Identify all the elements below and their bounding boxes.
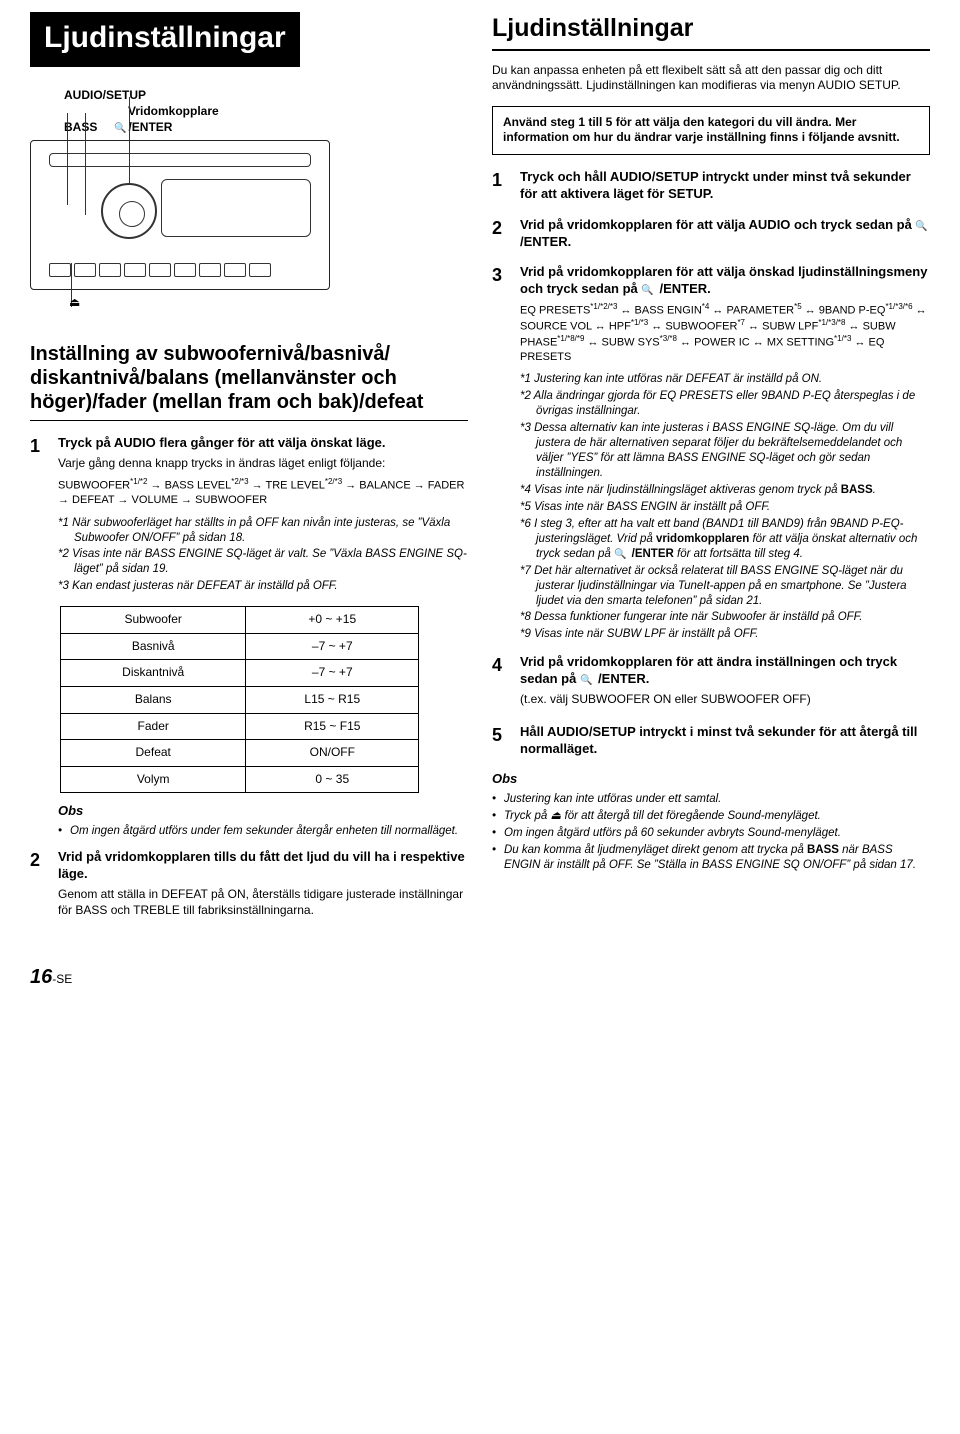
table-row: FaderR15 ~ F15 — [61, 713, 419, 740]
right-obs-item: Justering kan inte utföras under ett sam… — [492, 792, 930, 807]
table-row: DefeatON/OFF — [61, 740, 419, 767]
r-step4-example: (t.ex. välj SUBWOOFER ON eller SUBWOOFER… — [520, 692, 930, 708]
step1-note3: *3 Kan endast justeras när DEFEAT är ins… — [58, 579, 468, 594]
r-step1-text: Tryck och håll AUDIO/SETUP intryckt unde… — [520, 169, 930, 203]
settings-table: Subwoofer+0 ~ +15Basnivå–7 ~ +7Diskantni… — [60, 606, 419, 793]
page-number: 16-SE — [30, 964, 930, 990]
step1-text: Varje gång denna knapp trycks in ändras … — [58, 456, 468, 472]
r-fn3: *3 Dessa alternativ kan inte justeras i … — [520, 421, 930, 481]
r-step2-text: Vrid på vridomkopplaren för att välja AU… — [520, 217, 930, 251]
r-fn8: *8 Dessa funktioner fungerar inte när Su… — [520, 610, 930, 625]
label-bass: BASS — [64, 120, 97, 134]
r-fn6: *6 I steg 3, efter att ha valt ett band … — [520, 517, 930, 562]
step-number: 1 — [492, 169, 510, 207]
table-row: Basnivå–7 ~ +7 — [61, 633, 419, 660]
r-step5-text: Håll AUDIO/SETUP intryckt i minst två se… — [520, 724, 930, 758]
step1-note1: *1 När subwooferläget har ställts in på … — [58, 516, 468, 546]
search-icon — [114, 120, 128, 134]
step1-note2: *2 Visas inte när BASS ENGINE SQ-läget ä… — [58, 547, 468, 577]
search-icon — [580, 671, 594, 686]
step1-path: SUBWOOFER*1/*2 → BASS LEVEL*2/*3 → TRE L… — [58, 477, 468, 507]
r-step3-text: Vrid på vridomkopplaren för att välja ön… — [520, 264, 930, 298]
r-step3-path: EQ PRESETS*1/*2/*3 ↔ BASS ENGIN*4 ↔ PARA… — [520, 302, 930, 364]
right-step-5: 5 Håll AUDIO/SETUP intryckt i minst två … — [492, 724, 930, 762]
r-step4-text: Vrid på vridomkopplaren för att ändra in… — [520, 654, 930, 688]
table-row: Volym0 ~ 35 — [61, 766, 419, 793]
right-obs-item: Om ingen åtgärd utförs på 60 sekunder av… — [492, 826, 930, 841]
step-number: 1 — [30, 435, 48, 596]
right-obs-list: Justering kan inte utföras under ett sam… — [492, 792, 930, 873]
left-subtitle: Inställning av subwoofernivå/basnivå/ di… — [30, 342, 468, 421]
device-labels: AUDIO/SETUP Vridomkopplare BASS /ENTER — [64, 87, 468, 136]
left-obs-item: Om ingen åtgärd utförs under fem sekunde… — [58, 824, 468, 839]
table-row: BalansL15 ~ R15 — [61, 687, 419, 714]
right-title: Ljudinställningar — [492, 12, 930, 51]
step2-text: Genom att ställa in DEFEAT på ON, återst… — [58, 887, 468, 918]
left-step-1: 1 Tryck på AUDIO flera gånger för att vä… — [30, 435, 468, 596]
right-intro: Du kan anpassa enheten på ett flexibelt … — [492, 63, 930, 94]
label-enter: /ENTER — [128, 120, 172, 134]
r-fn2: *2 Alla ändringar gjorda för EQ PRESETS … — [520, 389, 930, 419]
r-fn4: *4 Visas inte när ljudinställningsläget … — [520, 483, 930, 498]
device-illustration — [30, 140, 330, 290]
step1-title: Tryck på AUDIO flera gånger för att välj… — [58, 435, 468, 452]
right-step-3: 3 Vrid på vridomkopplaren för att välja … — [492, 264, 930, 644]
right-info-box: Använd steg 1 till 5 för att välja den k… — [492, 106, 930, 155]
table-row: Diskantnivå–7 ~ +7 — [61, 660, 419, 687]
r-fn7: *7 Det här alternativet är också relater… — [520, 564, 930, 609]
label-vrid: Vridomkopplare — [128, 104, 219, 118]
right-step-1: 1 Tryck och håll AUDIO/SETUP intryckt un… — [492, 169, 930, 207]
step-number: 5 — [492, 724, 510, 762]
step-number: 2 — [492, 217, 510, 255]
search-icon — [915, 217, 929, 232]
step-number: 4 — [492, 654, 510, 713]
right-step-4: 4 Vrid på vridomkopplaren för att ändra … — [492, 654, 930, 713]
left-step-2: 2 Vrid på vridomkopplaren tills du fått … — [30, 849, 468, 924]
r-fn5: *5 Visas inte när BASS ENGIN är inställt… — [520, 500, 930, 515]
right-obs-title: Obs — [492, 771, 930, 788]
search-icon — [614, 548, 628, 560]
label-audio-setup: AUDIO/SETUP — [64, 88, 146, 102]
step2-title: Vrid på vridomkopplaren tills du fått de… — [58, 849, 468, 883]
r-fn1: *1 Justering kan inte utföras när DEFEAT… — [520, 372, 930, 387]
table-row: Subwoofer+0 ~ +15 — [61, 607, 419, 634]
step-number: 2 — [30, 849, 48, 924]
left-obs-title: Obs — [58, 803, 468, 820]
right-obs-item: Tryck på ⏏ för att återgå till det föreg… — [492, 809, 930, 824]
right-step-2: 2 Vrid på vridomkopplaren för att välja … — [492, 217, 930, 255]
step-number: 3 — [492, 264, 510, 644]
right-obs-item: Du kan komma åt ljudmenyläget direkt gen… — [492, 843, 930, 873]
search-icon — [641, 281, 655, 296]
r-fn9: *9 Visas inte när SUBW LPF är inställt p… — [520, 627, 930, 642]
left-title: Ljudinställningar — [30, 12, 300, 67]
eject-icon — [69, 295, 80, 311]
